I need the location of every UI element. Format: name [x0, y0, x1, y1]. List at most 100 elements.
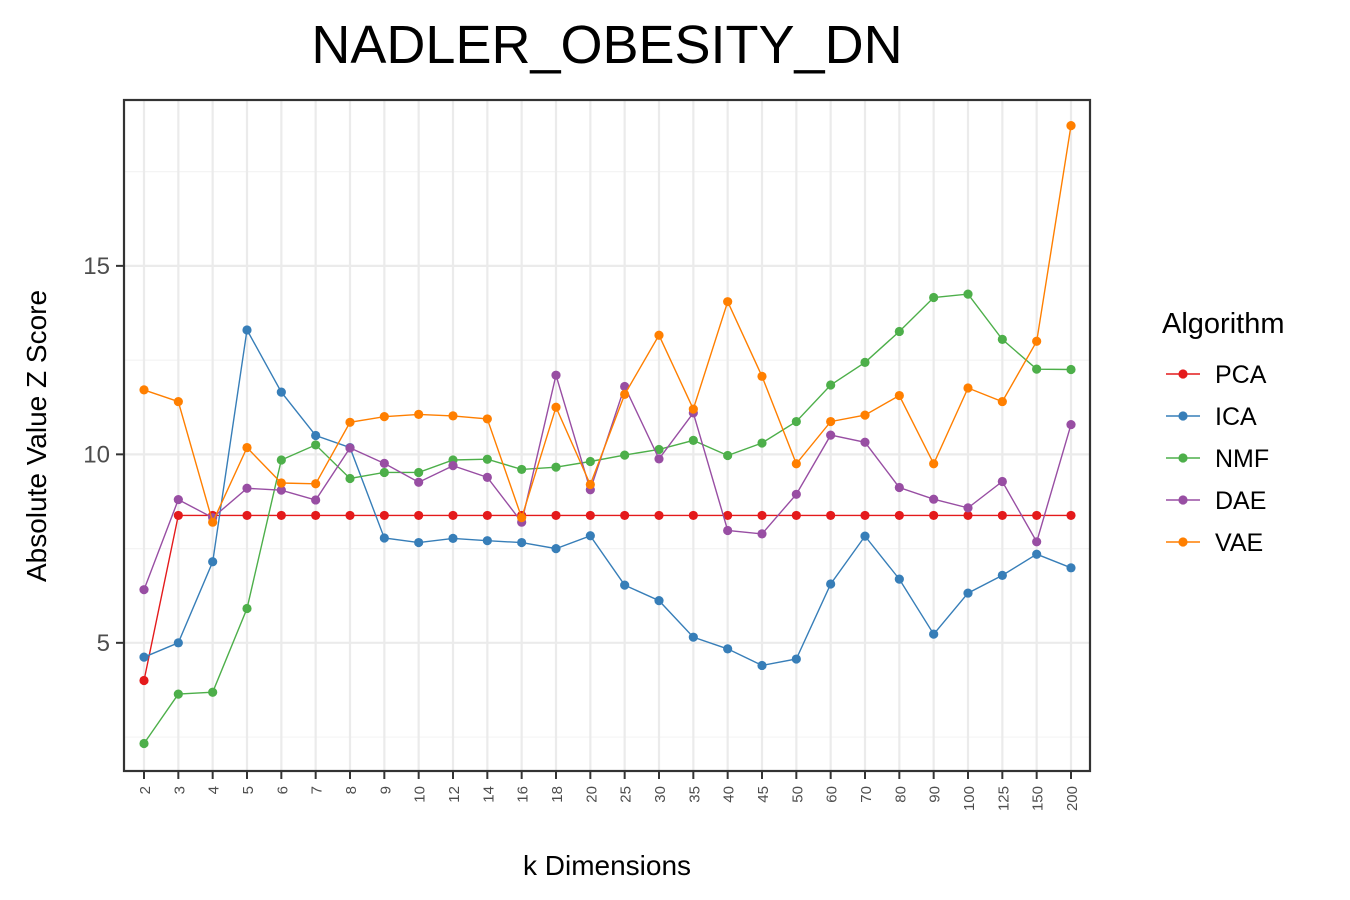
series-nmf: [139, 289, 1076, 749]
x-tick-label: 40: [721, 786, 738, 803]
data-point-pca: [723, 510, 733, 521]
data-point-vae: [963, 383, 973, 393]
grid-lines: [124, 100, 1090, 771]
x-tick-label: 90: [927, 786, 944, 803]
x-tick-label: 7: [309, 786, 326, 794]
data-point-nmf: [139, 738, 149, 749]
x-tick-label: 6: [274, 786, 291, 794]
data-point-vae: [1032, 336, 1042, 346]
x-tick-label: 200: [1064, 786, 1081, 811]
data-point-dae: [139, 585, 149, 595]
data-point-pca: [345, 510, 355, 521]
data-point-pca: [311, 510, 321, 521]
x-tick-label: 45: [755, 786, 772, 803]
data-point-nmf: [997, 334, 1007, 344]
data-point-ica: [894, 574, 904, 584]
data-point-vae: [311, 479, 321, 489]
data-point-nmf: [551, 462, 561, 472]
chart-title: NADLER_OBESITY_DN: [311, 15, 902, 75]
data-point-nmf: [311, 440, 321, 450]
data-point-vae: [791, 459, 801, 469]
legend-label: NMF: [1215, 445, 1269, 473]
data-point-dae: [894, 482, 904, 493]
data-point-dae: [929, 494, 939, 504]
data-point-ica: [757, 660, 767, 671]
data-point-nmf: [517, 464, 527, 475]
data-point-vae: [242, 442, 252, 453]
data-point-pca: [963, 510, 973, 521]
data-point-ica: [585, 531, 595, 541]
plot-panel-border: [122, 98, 1092, 773]
x-tick-label: 150: [1030, 786, 1047, 811]
series-vae: [139, 121, 1076, 527]
data-point-vae: [551, 402, 561, 412]
data-point-pca: [654, 510, 664, 521]
x-tick-label: 70: [858, 786, 875, 803]
data-point-dae: [448, 461, 458, 471]
data-point-pca: [585, 510, 595, 521]
x-tick-label: 30: [652, 786, 669, 803]
data-point-vae: [894, 390, 904, 401]
data-point-pca: [139, 675, 149, 686]
data-point-nmf: [242, 603, 252, 614]
data-point-vae: [929, 459, 939, 469]
x-tick-label: 18: [549, 786, 566, 803]
data-point-ica: [1066, 563, 1076, 573]
data-point-dae: [963, 503, 973, 513]
data-point-nmf: [757, 438, 767, 448]
data-point-nmf: [688, 435, 698, 446]
legend-key-point: [1178, 453, 1188, 463]
data-point-vae: [173, 396, 183, 407]
legend-item-dae: DAE: [1166, 487, 1266, 515]
data-point-vae: [517, 513, 527, 523]
data-point-ica: [139, 652, 149, 662]
data-point-ica: [311, 430, 321, 441]
data-point-pca: [929, 510, 939, 521]
x-tick-label: 16: [515, 786, 532, 803]
data-point-dae: [379, 458, 389, 468]
data-point-nmf: [173, 689, 183, 699]
y-axis-title: Absolute Value Z Score: [21, 290, 52, 582]
legend-label: DAE: [1215, 487, 1266, 515]
data-point-dae: [620, 381, 630, 392]
data-point-nmf: [208, 687, 218, 697]
series-pca: [139, 510, 1076, 686]
data-point-dae: [414, 477, 424, 487]
data-point-pca: [791, 510, 801, 521]
data-point-dae: [757, 529, 767, 539]
data-point-vae: [379, 412, 389, 422]
data-point-pca: [1066, 510, 1076, 521]
x-tick-label: 100: [961, 786, 978, 811]
data-point-pca: [242, 510, 252, 521]
data-point-ica: [379, 533, 389, 543]
data-point-ica: [997, 570, 1007, 580]
series-layer: [139, 121, 1076, 749]
legend-item-pca: PCA: [1166, 361, 1267, 389]
data-point-nmf: [1032, 364, 1042, 374]
x-tick-label: 50: [789, 786, 806, 803]
x-tick-label: 12: [446, 786, 463, 803]
data-point-dae: [173, 494, 183, 505]
series-ica: [139, 325, 1076, 671]
series-line-pca: [143, 514, 1071, 681]
y-tick-label: 10: [83, 441, 110, 468]
data-point-nmf: [894, 326, 904, 337]
data-point-ica: [826, 579, 836, 589]
series-line-nmf: [143, 293, 1072, 744]
x-tick-label: 80: [892, 786, 909, 803]
data-point-dae: [791, 489, 801, 499]
x-axis-title: k Dimensions: [523, 850, 691, 881]
data-point-vae: [448, 411, 458, 421]
data-point-dae: [1032, 537, 1042, 547]
data-point-dae: [723, 525, 733, 536]
data-point-dae: [997, 476, 1007, 487]
x-tick-label: 2: [137, 786, 154, 794]
data-point-ica: [448, 533, 458, 544]
data-point-pca: [379, 510, 389, 521]
data-point-vae: [620, 389, 630, 400]
data-point-ica: [723, 644, 733, 654]
data-point-vae: [997, 396, 1007, 407]
data-point-vae: [585, 479, 595, 490]
data-point-vae: [688, 404, 698, 414]
